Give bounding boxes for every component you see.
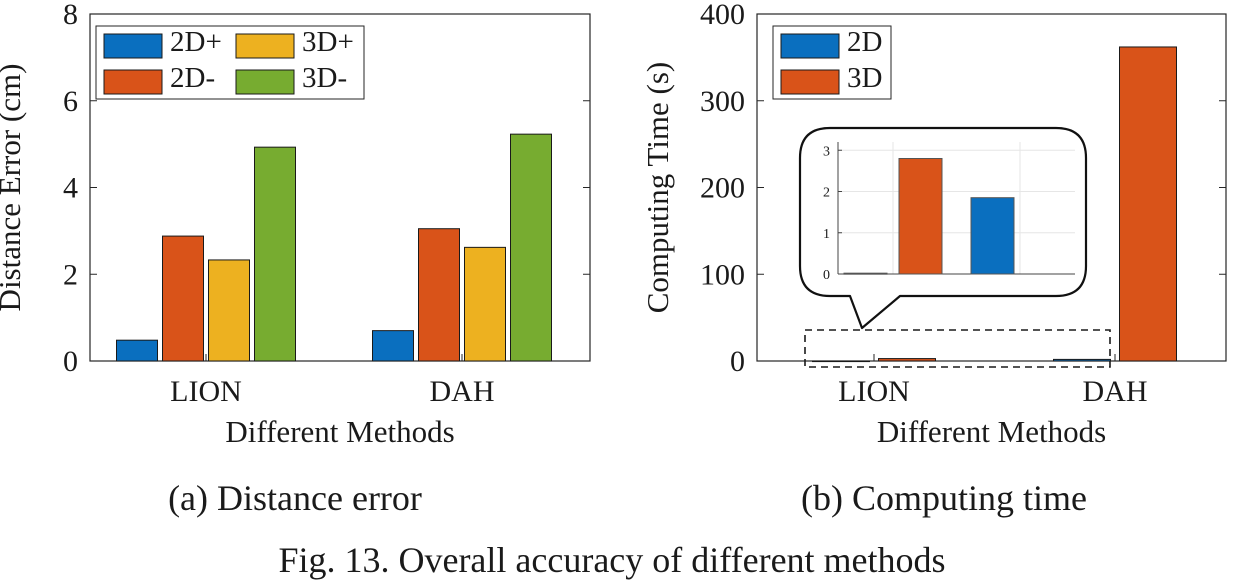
y-tick-label: 400 bbox=[700, 0, 745, 31]
y-tick-label: 2 bbox=[63, 258, 78, 291]
y-axis-label: Computing Time (s) bbox=[640, 62, 675, 314]
y-tick-label: 300 bbox=[700, 85, 745, 118]
bar-3D--LION bbox=[254, 146, 296, 362]
bar-3D-LION bbox=[878, 358, 936, 362]
legend-label-2D: 2D bbox=[847, 26, 882, 58]
inset-y-tick-label: 1 bbox=[823, 227, 830, 242]
legend-label-3D: 3D bbox=[847, 62, 882, 94]
panel-1: 0 100 200 300 400 LION DAH Different Methods Com… bbox=[640, 0, 1227, 518]
y-axis-label: Distance Error (cm) bbox=[0, 64, 27, 312]
legend-swatch-3D- bbox=[235, 69, 295, 95]
inset-bar-2D-LION bbox=[843, 272, 888, 275]
zoom-region bbox=[804, 329, 1111, 368]
legend-swatch-3D bbox=[780, 69, 840, 95]
inset-callout bbox=[798, 126, 1088, 330]
inset-bar-3D-LION bbox=[898, 158, 943, 275]
y-tick-label: 200 bbox=[700, 172, 745, 205]
x-tick-label: LION bbox=[838, 375, 910, 408]
zoom-inset: 0 1 2 3 bbox=[798, 126, 1111, 368]
x-axis-label: Different Methods bbox=[225, 414, 454, 449]
inset-y-tick-label: 2 bbox=[823, 186, 830, 201]
panel-0: 0 2 4 6 8 LION DAH Different Methods Distance Er… bbox=[0, 0, 591, 518]
inset-y-tick-label: 0 bbox=[823, 268, 830, 283]
bar-2D+-LION bbox=[116, 339, 158, 362]
bar-2D-LION bbox=[812, 360, 870, 363]
bar-3D--DAH bbox=[510, 133, 552, 362]
bar-3D+-DAH bbox=[464, 246, 506, 362]
inset-bar-2D-DAH bbox=[970, 197, 1015, 275]
subcaption: (a) Distance error bbox=[168, 478, 422, 518]
y-tick-label: 8 bbox=[63, 0, 78, 31]
y-tick-label: 6 bbox=[63, 85, 78, 118]
legend-swatch-2D bbox=[780, 33, 840, 59]
y-tick-label: 0 bbox=[63, 345, 78, 378]
x-axis-label: Different Methods bbox=[877, 414, 1106, 449]
figure-caption: Fig. 13. Overall accuracy of different m… bbox=[278, 540, 945, 580]
legend-swatch-2D- bbox=[103, 69, 163, 95]
legend-label-3D-: 3D- bbox=[302, 62, 347, 94]
legend-label-2D-: 2D- bbox=[170, 62, 215, 94]
bar-2D--DAH bbox=[418, 228, 460, 362]
legend-swatch-3D+ bbox=[235, 33, 295, 59]
bar-3D-DAH bbox=[1119, 46, 1177, 362]
inset-y-tick-label: 3 bbox=[823, 144, 830, 159]
y-tick-label: 4 bbox=[63, 172, 78, 205]
bar-3D+-LION bbox=[208, 259, 250, 362]
subcaption: (b) Computing time bbox=[801, 478, 1087, 518]
y-tick-label: 0 bbox=[730, 345, 745, 378]
legend-swatch-2D+ bbox=[103, 33, 163, 59]
legend-label-3D+: 3D+ bbox=[302, 26, 354, 58]
y-tick-label: 100 bbox=[700, 258, 745, 291]
x-tick-label: DAH bbox=[1083, 375, 1148, 408]
bar-2D--LION bbox=[162, 235, 204, 362]
bar-2D+-DAH bbox=[372, 330, 414, 362]
x-tick-label: LION bbox=[170, 375, 242, 408]
legend-label-2D+: 2D+ bbox=[170, 26, 222, 58]
bar-2D-DAH bbox=[1053, 358, 1111, 362]
x-tick-label: DAH bbox=[430, 375, 495, 408]
